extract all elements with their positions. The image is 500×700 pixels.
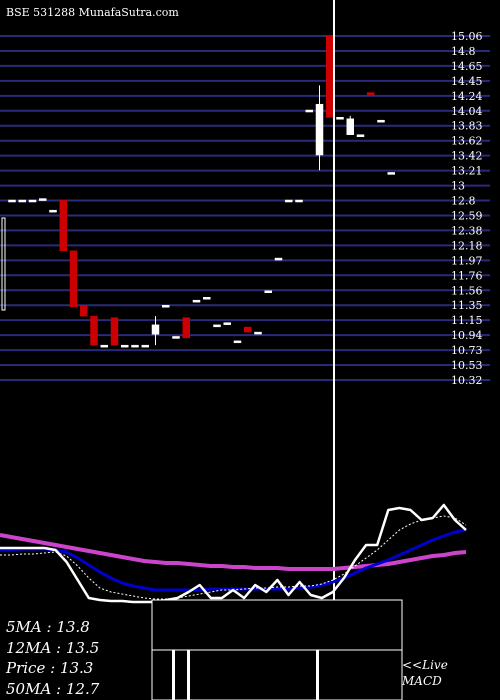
tick-label: 14.04 [451, 105, 483, 118]
macd-panel [151, 599, 403, 700]
stat-50ma-sep: : [51, 680, 66, 698]
stat-12ma-label: 12MA [6, 639, 51, 657]
stat-5ma-label: 5MA [6, 618, 42, 636]
macd-bar [187, 650, 190, 700]
tick-label: 11.97 [451, 254, 483, 267]
candle-body [377, 119, 385, 123]
tick-label: 11.76 [451, 269, 483, 282]
candle-body [8, 199, 16, 203]
candle-body [100, 344, 108, 348]
candle-body [356, 134, 365, 137]
tick-label: 10.94 [451, 329, 483, 342]
candle-body [90, 315, 98, 346]
tick-label: 12.8 [451, 195, 476, 208]
stat-5ma-value: 13.8 [56, 618, 89, 636]
stat-price: Price : 13.3 [5, 659, 93, 677]
tick-label: 13.83 [451, 120, 483, 133]
candle-body [18, 199, 26, 203]
stat-5ma: 5MA : 13.8 [6, 618, 90, 636]
candle-body [182, 317, 190, 339]
stat-12ma-sep: : [51, 639, 66, 657]
candle-body [367, 92, 375, 96]
candle-body [121, 344, 129, 348]
stat-price-value: 13.3 [60, 659, 93, 677]
candle-body [264, 290, 272, 293]
tick-label: 10.53 [451, 359, 483, 372]
candle-body [233, 340, 242, 344]
candle-body [39, 198, 47, 201]
tick-label: 10.73 [451, 344, 483, 357]
tick-label: 14.8 [451, 45, 476, 58]
stat-12ma-value: 13.5 [66, 639, 99, 657]
candle-body [80, 304, 88, 317]
candle-body [172, 336, 180, 339]
candle-body [223, 322, 231, 325]
macd-label-box: <<Live MACD [402, 658, 448, 688]
tick-label: 13 [451, 180, 465, 193]
tick-label: 13.21 [451, 165, 483, 178]
macd-bar [172, 650, 175, 700]
tick-label: 10.32 [451, 374, 483, 387]
candle-body [244, 326, 252, 333]
left-bracket [1, 217, 6, 311]
ma-long-line [0, 533, 467, 571]
stat-50ma: 50MA : 12.7 [6, 680, 100, 698]
candle-body [213, 324, 221, 328]
macd-bar [316, 650, 319, 700]
stat-5ma-sep: : [42, 618, 57, 636]
candle-body [151, 324, 160, 335]
candle-body [254, 331, 262, 335]
candle-body [295, 199, 303, 203]
candle-body [346, 118, 354, 135]
ma-fast-line [0, 503, 467, 604]
tick-label: 11.35 [451, 299, 483, 312]
tick-label: 14.45 [451, 75, 483, 88]
macd-label: <<Live MACD [402, 658, 448, 688]
indicator-lines [0, 503, 467, 604]
candle-body [49, 209, 57, 213]
stat-50ma-label: 50MA [6, 680, 51, 698]
tick-label: 11.56 [451, 284, 483, 297]
tick-label: 12.59 [451, 209, 483, 222]
tick-label: 13.42 [451, 150, 483, 163]
candle-body [326, 35, 334, 118]
candles [8, 35, 395, 348]
candle-body [305, 109, 313, 113]
candle-body [387, 172, 395, 175]
candle-body [28, 199, 37, 203]
candle-body [192, 299, 201, 303]
grid-lines [0, 35, 490, 381]
stat-12ma: 12MA : 13.5 [6, 639, 99, 657]
candle-body [274, 257, 283, 261]
tick-label: 11.15 [451, 314, 483, 327]
price-axis: 15.06 14.8 14.65 14.45 14.24 14.04 13.83 13.62 1… [451, 30, 483, 387]
candle-body [336, 117, 344, 120]
candle-body [285, 199, 293, 203]
candle-body [203, 297, 211, 300]
tick-label: 15.06 [451, 30, 483, 43]
tick-label: 13.62 [451, 135, 483, 148]
tick-label: 12.38 [451, 224, 483, 237]
stats-block: 5MA : 13.8 12MA : 13.5 Price : 13.3 50MA… [5, 618, 100, 698]
stat-price-sep: : [45, 659, 60, 677]
tick-label: 14.24 [451, 90, 483, 103]
candle-body [59, 199, 67, 252]
tick-label: 12.18 [451, 239, 483, 252]
candle-body [162, 304, 170, 308]
candle-body [110, 317, 119, 346]
stat-50ma-value: 12.7 [66, 680, 100, 698]
candle-body [141, 344, 149, 348]
stat-price-label: Price [5, 659, 45, 677]
candle-body [69, 250, 78, 307]
candle-body [131, 344, 139, 348]
tick-label: 14.65 [451, 60, 483, 73]
candle-body [315, 103, 324, 156]
chart-title: BSE 531288 MunafaSutra.com [6, 6, 179, 19]
